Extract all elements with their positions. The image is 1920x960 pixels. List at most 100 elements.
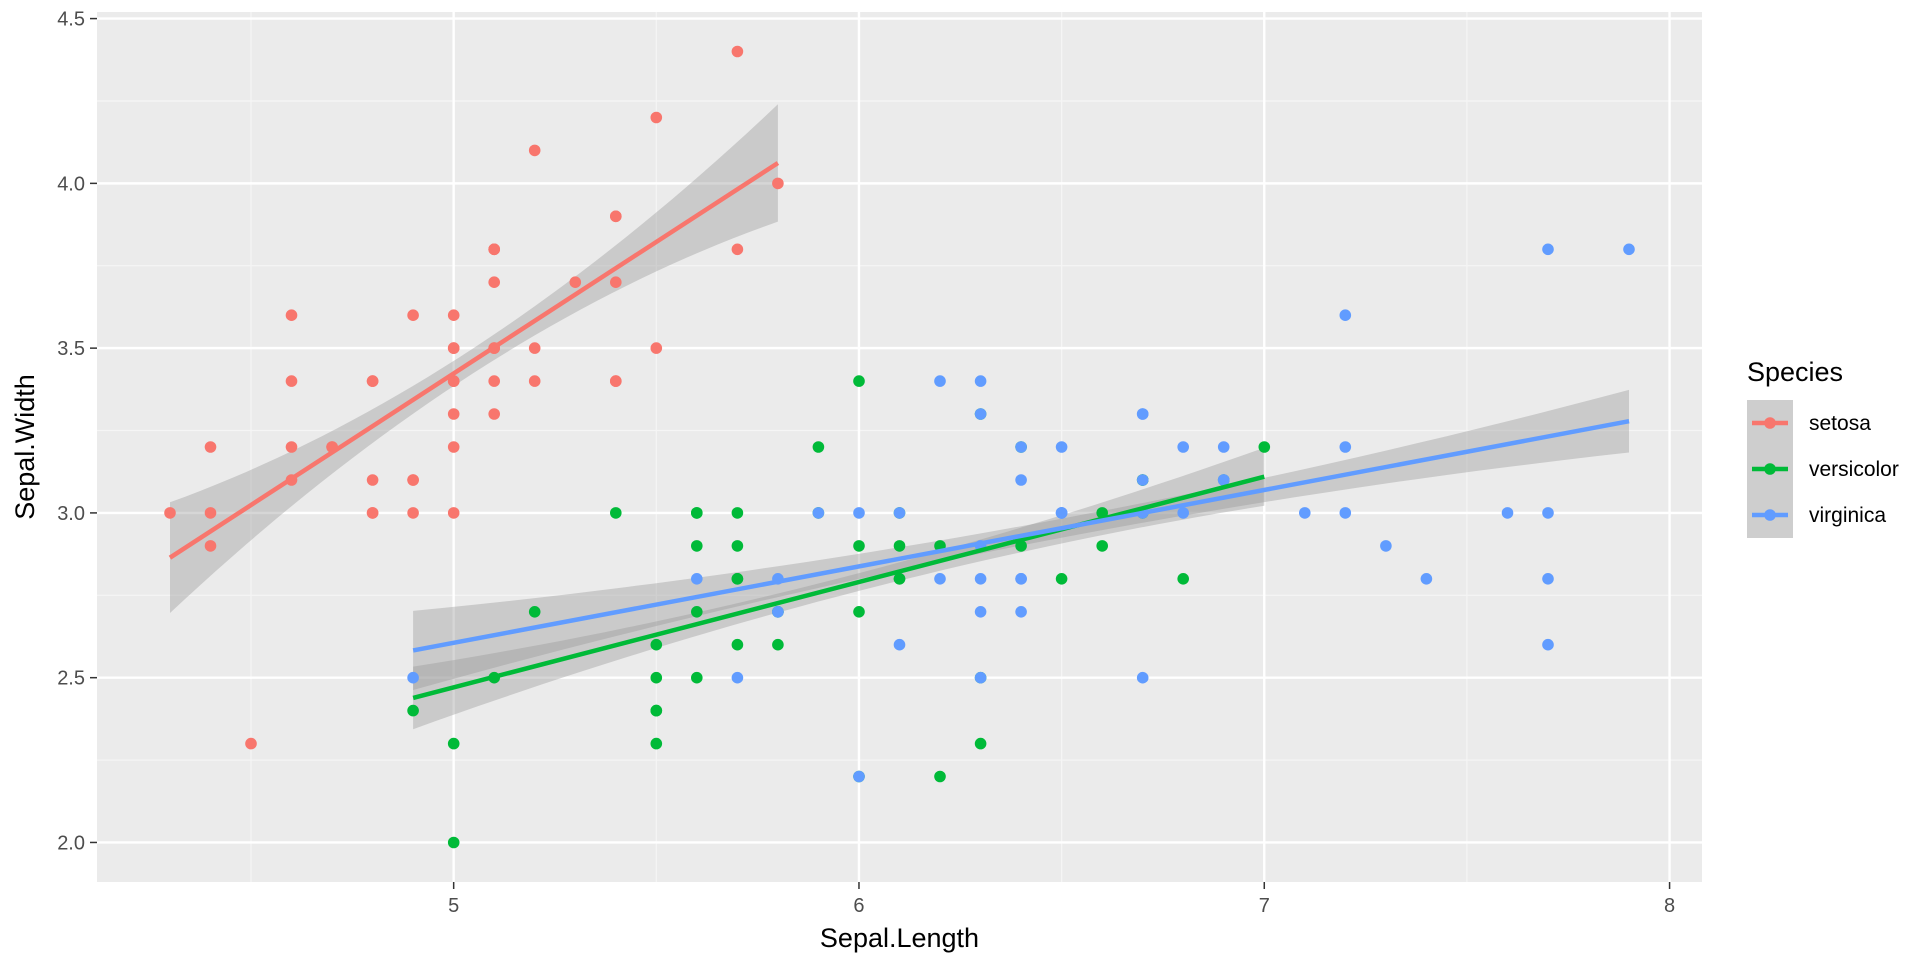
point-setosa xyxy=(610,210,622,223)
point-virginica xyxy=(1015,573,1027,585)
point-setosa xyxy=(447,441,460,453)
x-tick-label: 8 xyxy=(1664,895,1675,917)
point-setosa xyxy=(650,342,663,354)
point-versicolor xyxy=(853,540,865,552)
point-versicolor xyxy=(1096,540,1108,552)
y-tick-label: 2.5 xyxy=(57,668,85,690)
point-virginica xyxy=(1015,474,1027,486)
y-tick-label: 3.5 xyxy=(57,338,85,360)
point-virginica xyxy=(772,606,784,618)
point-versicolor xyxy=(650,737,663,750)
point-virginica xyxy=(1380,540,1392,552)
point-virginica xyxy=(1055,441,1068,453)
legend-label: virginica xyxy=(1809,504,1886,527)
point-virginica xyxy=(1339,507,1352,519)
point-versicolor xyxy=(772,638,784,651)
fit-line-setosa xyxy=(168,161,780,560)
point-virginica xyxy=(1217,441,1230,453)
point-versicolor xyxy=(853,375,865,387)
point-setosa xyxy=(731,243,744,256)
point-versicolor xyxy=(407,704,419,717)
legend-keys: setosa versicolor virginica xyxy=(1747,400,1899,538)
point-virginica xyxy=(853,770,865,783)
point-setosa xyxy=(366,507,379,519)
point-versicolor xyxy=(731,638,744,651)
point-virginica xyxy=(893,507,906,519)
legend-label: setosa xyxy=(1809,412,1871,435)
regression-lines xyxy=(168,161,1630,701)
point-setosa xyxy=(447,507,460,519)
legend-key-point xyxy=(1764,463,1776,475)
y-tick-label: 2.0 xyxy=(57,832,85,854)
data-points xyxy=(164,45,1635,849)
point-virginica xyxy=(1542,243,1554,256)
point-versicolor xyxy=(447,836,460,849)
point-setosa xyxy=(447,342,460,354)
point-versicolor xyxy=(974,737,987,750)
point-virginica xyxy=(1299,507,1311,519)
point-setosa xyxy=(447,408,460,420)
y-axis-ticks: 2.0 2.5 3.0 3.5 4.0 4.5 xyxy=(57,9,97,854)
point-virginica xyxy=(731,671,744,684)
y-tick-label: 3.0 xyxy=(57,503,85,525)
point-versicolor xyxy=(1055,573,1068,585)
point-versicolor xyxy=(812,441,825,453)
point-versicolor xyxy=(1177,573,1189,585)
point-versicolor xyxy=(691,606,703,618)
x-tick-label: 6 xyxy=(853,895,864,917)
point-versicolor xyxy=(731,540,744,552)
point-virginica xyxy=(407,671,419,684)
point-setosa xyxy=(447,375,460,387)
point-virginica xyxy=(934,375,946,387)
point-virginica xyxy=(1136,474,1149,486)
point-virginica xyxy=(1177,441,1189,453)
point-setosa xyxy=(285,309,298,322)
point-versicolor xyxy=(1015,540,1027,552)
x-axis-ticks: 5 6 7 8 xyxy=(448,882,1675,917)
point-setosa xyxy=(407,309,419,322)
point-versicolor xyxy=(650,671,663,684)
point-virginica xyxy=(1542,573,1554,585)
point-versicolor xyxy=(731,573,744,585)
point-setosa xyxy=(731,45,744,58)
point-versicolor xyxy=(528,606,541,618)
point-setosa xyxy=(366,474,379,486)
point-setosa xyxy=(447,309,460,322)
legend-label: versicolor xyxy=(1809,458,1899,481)
point-setosa xyxy=(569,276,582,289)
point-setosa xyxy=(772,177,784,190)
point-versicolor xyxy=(691,507,703,519)
point-setosa xyxy=(285,375,298,387)
point-setosa xyxy=(204,540,217,552)
point-versicolor xyxy=(610,507,622,519)
point-versicolor xyxy=(691,540,703,552)
point-setosa xyxy=(407,507,419,519)
point-setosa xyxy=(488,243,501,256)
point-virginica xyxy=(1623,243,1635,256)
point-virginica xyxy=(1177,507,1189,519)
point-virginica xyxy=(1136,671,1149,684)
point-virginica xyxy=(1420,573,1433,585)
point-virginica xyxy=(893,638,906,651)
x-axis-title: Sepal.Length xyxy=(820,923,979,953)
point-virginica xyxy=(1501,507,1514,519)
point-setosa xyxy=(610,375,622,387)
x-tick-label: 7 xyxy=(1259,895,1270,917)
point-virginica xyxy=(1217,474,1230,486)
point-setosa xyxy=(245,737,257,750)
point-versicolor xyxy=(447,737,460,750)
point-versicolor xyxy=(1258,441,1271,453)
point-setosa xyxy=(285,441,298,453)
point-virginica xyxy=(1136,408,1149,420)
y-tick-label: 4.5 xyxy=(57,9,85,31)
point-setosa xyxy=(528,342,541,354)
point-versicolor xyxy=(691,671,703,684)
x-tick-label: 5 xyxy=(448,895,459,917)
point-setosa xyxy=(366,375,379,387)
point-setosa xyxy=(204,507,217,519)
point-virginica xyxy=(853,507,865,519)
point-versicolor xyxy=(650,704,663,717)
point-versicolor xyxy=(853,606,865,618)
point-virginica xyxy=(1339,309,1352,322)
point-setosa xyxy=(164,507,176,519)
